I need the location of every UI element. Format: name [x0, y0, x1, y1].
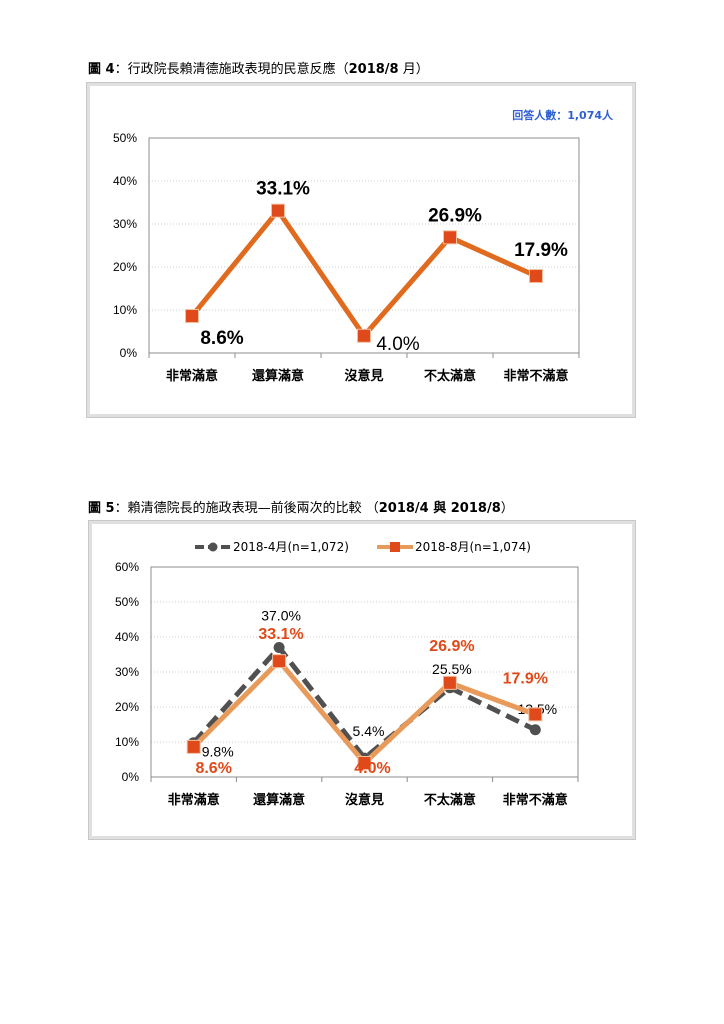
- figure-5-date: 2018/4 與 2018/8: [378, 501, 501, 516]
- y-tick-label: 50%: [115, 595, 139, 609]
- data-point: [273, 642, 285, 653]
- data-point: [185, 309, 199, 324]
- y-tick-label: 30%: [115, 665, 139, 679]
- data-label: 17.9%: [503, 670, 548, 687]
- figure-4-suffix: 月）: [398, 62, 429, 77]
- data-point: [443, 230, 457, 245]
- plot-area: [148, 137, 580, 354]
- data-point: [529, 724, 541, 736]
- respondent-count-note: 回答人數：1,074人: [512, 109, 613, 122]
- figure-5-sep: ：: [114, 501, 128, 516]
- data-point: [272, 654, 287, 669]
- data-label: 37.0%: [261, 608, 301, 624]
- figure-4-caption: 行政院長賴清德施政表現的民意反應（: [127, 62, 349, 77]
- data-label: 25.5%: [432, 661, 472, 677]
- data-point: [271, 203, 285, 218]
- data-point: [186, 739, 201, 754]
- data-label: 26.9%: [429, 638, 474, 655]
- data-label: 17.9%: [514, 240, 568, 261]
- x-tick-label: 不太滿意: [424, 792, 476, 808]
- chart-1-svg: 0% 10% 20% 30% 40% 50% 非常滿意 還算滿意 沒意見 不太滿意 非常不滿意 8.6…: [113, 131, 580, 384]
- y-tick-label: 40%: [113, 174, 137, 188]
- data-point: [357, 756, 372, 770]
- x-tick-label: 非常滿意: [166, 368, 218, 384]
- y-tick-label: 50%: [113, 131, 137, 145]
- plot-area: [150, 566, 579, 778]
- y-tick-label: 0%: [120, 346, 138, 360]
- legend-label: 2018-4月(n=1,072): [233, 540, 349, 554]
- figure-4-title: 圖 4：行政院長賴清德施政表現的民意反應（2018/8 月）: [88, 58, 429, 77]
- y-tick-label: 10%: [115, 735, 139, 749]
- data-label: 33.1%: [256, 179, 310, 200]
- data-label: 5.4%: [353, 723, 385, 739]
- legend-marker: [208, 542, 218, 552]
- data-point: [528, 707, 543, 722]
- y-tick-label: 0%: [122, 770, 140, 784]
- y-tick-label: 10%: [113, 303, 137, 317]
- chart-2-svg: 0% 10% 20% 30% 40% 50% 60% 非常滿意 還算滿意 沒意見 不太滿意 非常不滿意…: [115, 540, 579, 808]
- figure-4-sep: ：: [114, 62, 128, 77]
- series-line-2: [191, 658, 537, 766]
- legend-marker: [390, 542, 400, 552]
- figure-5-suffix: ）: [500, 501, 514, 516]
- series-line-1: [191, 645, 537, 761]
- x-tick-label: 沒意見: [344, 368, 383, 384]
- y-tick-label: 60%: [115, 560, 139, 574]
- figure-5-caption: 賴清德院長的施政表現—前後兩次的比較 （: [127, 501, 379, 516]
- x-tick-label: 非常不滿意: [503, 368, 568, 384]
- x-tick-label: 沒意見: [345, 792, 384, 808]
- x-tick-label: 還算滿意: [253, 792, 305, 808]
- data-point: [442, 675, 457, 690]
- figure-5-title: 圖 5：賴清德院長的施政表現—前後兩次的比較 （2018/4 與 2018/8）: [88, 497, 514, 516]
- legend-label: 2018-8月(n=1,074): [415, 540, 531, 554]
- y-tick-label: 20%: [115, 700, 139, 714]
- data-label: 9.8%: [202, 744, 234, 760]
- y-tick-label: 30%: [113, 217, 137, 231]
- x-tick-label: 非常不滿意: [503, 792, 568, 808]
- data-label: 33.1%: [258, 626, 303, 643]
- x-tick-label: 非常滿意: [168, 792, 220, 808]
- data-label: 8.6%: [200, 328, 243, 349]
- chart-2-frame: 0% 10% 20% 30% 40% 50% 60% 非常滿意 還算滿意 沒意見 不太滿意 非常不滿意…: [88, 520, 636, 840]
- y-tick-label: 20%: [113, 260, 137, 274]
- data-point: [529, 269, 543, 284]
- chart-1-frame: 回答人數：1,074人 0% 10% 20% 30% 40% 50% 非常滿意 還算滿意 沒意見…: [86, 82, 636, 418]
- data-label: 8.6%: [195, 760, 231, 777]
- figure-4-date: 2018/8: [348, 62, 399, 77]
- data-label: 4.0%: [376, 334, 419, 355]
- figure-5-number: 圖 5: [88, 501, 115, 516]
- series-line-1: [190, 208, 538, 339]
- x-tick-label: 還算滿意: [252, 368, 304, 384]
- x-tick-label: 不太滿意: [424, 368, 476, 384]
- figure-4-number: 圖 4: [88, 62, 115, 77]
- data-label: 26.9%: [428, 205, 482, 226]
- y-tick-label: 40%: [115, 630, 139, 644]
- data-label: 4.0%: [354, 760, 390, 777]
- data-point: [357, 328, 371, 343]
